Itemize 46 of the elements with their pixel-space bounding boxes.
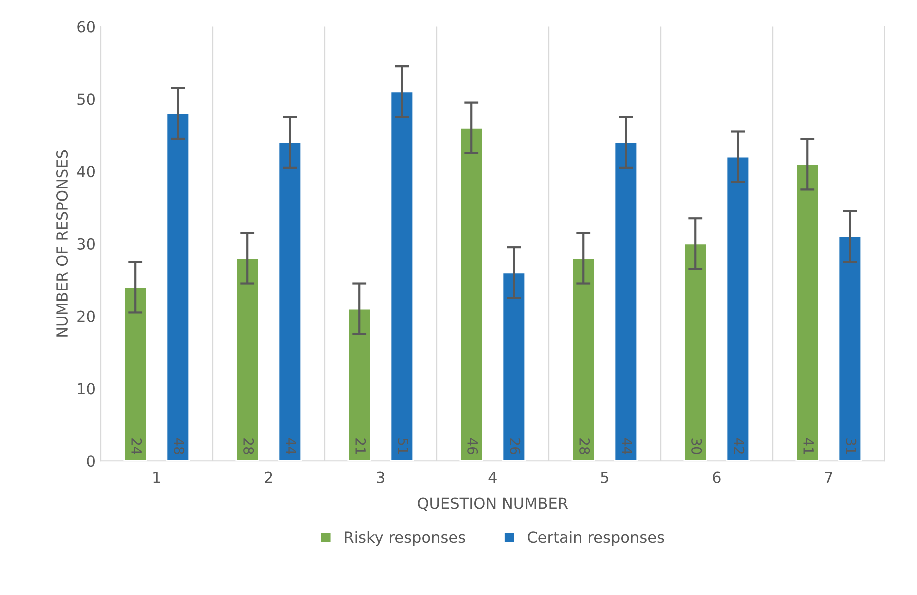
y-tick-label: 60 [78, 21, 95, 33]
legend-label: Certain responses [528, 531, 664, 546]
data-label: 44 [286, 438, 296, 455]
x-tick-label: 2 [265, 472, 272, 484]
y-tick-label: 30 [78, 238, 95, 250]
data-label: 24 [132, 438, 142, 455]
bar [348, 308, 372, 462]
bar [726, 156, 750, 462]
x-axis-title: QUESTION NUMBER [418, 498, 568, 512]
data-label: 28 [580, 438, 590, 454]
bar [572, 258, 596, 462]
y-tick-label: 10 [78, 383, 95, 395]
data-label: 26 [510, 438, 521, 454]
bar [614, 142, 638, 462]
bar [278, 142, 302, 462]
data-label: 46 [468, 438, 478, 454]
bar [502, 272, 526, 462]
bar [838, 236, 862, 462]
y-tick-label: 40 [77, 166, 95, 178]
data-label: 44 [622, 438, 632, 455]
data-label: 48 [174, 438, 185, 454]
legend-label: Risky responses [345, 531, 466, 546]
x-tick-label: 7 [825, 472, 832, 484]
x-tick-label: 4 [488, 472, 497, 484]
y-tick-label: 50 [78, 94, 95, 106]
y-tick-label: 0 [87, 456, 95, 468]
bar [684, 243, 708, 462]
x-tick-label: 3 [377, 472, 385, 484]
bar [166, 112, 190, 462]
data-label: 31 [846, 438, 857, 454]
bar [236, 258, 260, 462]
bar [390, 91, 414, 462]
x-tick-label: 1 [154, 472, 160, 484]
data-label: 21 [356, 438, 366, 454]
data-label: 30 [692, 438, 702, 454]
bar [796, 164, 820, 462]
data-label: 28 [244, 438, 254, 454]
bar [124, 286, 148, 462]
y-tick-label: 20 [78, 310, 95, 322]
x-tick-label: 6 [713, 472, 721, 484]
bar [460, 127, 484, 462]
data-label: 42 [734, 438, 745, 454]
data-label: 41 [804, 438, 814, 454]
y-axis-title: NUMBER OF RESPONSES [56, 150, 68, 337]
x-tick-label: 5 [601, 472, 608, 484]
data-label: 51 [398, 438, 408, 454]
